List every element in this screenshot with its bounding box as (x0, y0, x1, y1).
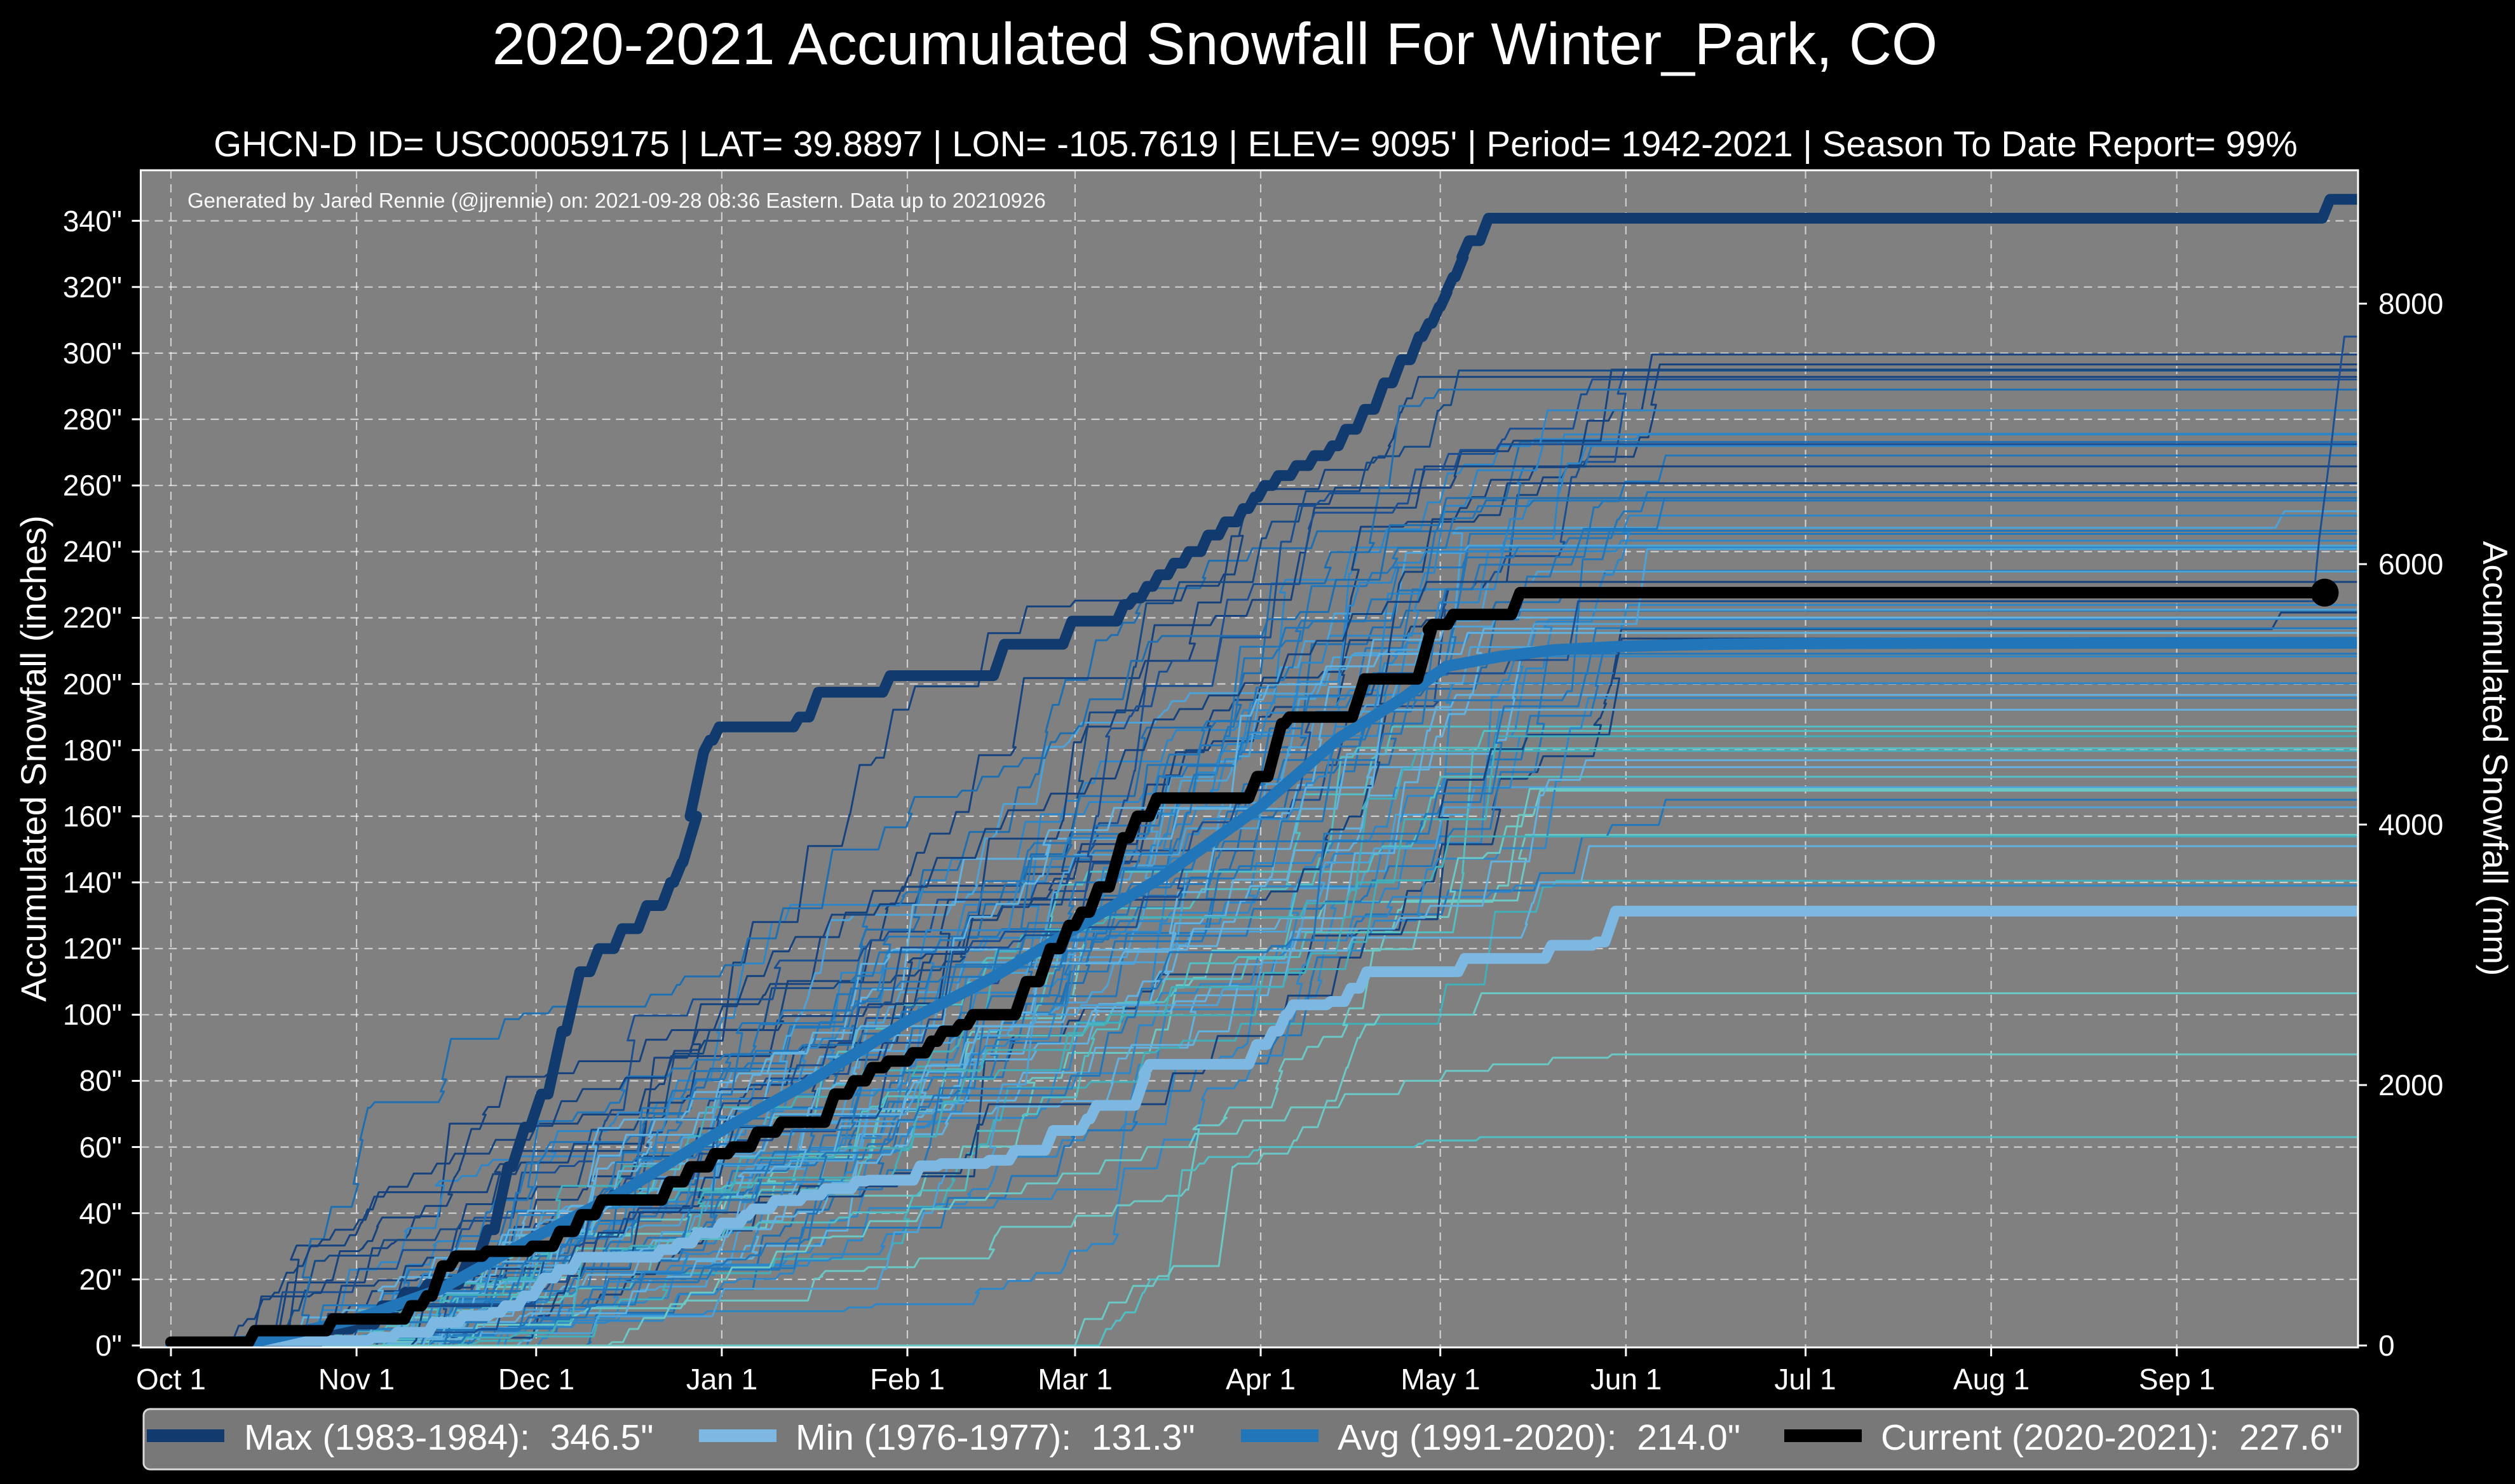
svg-text:Dec 1: Dec 1 (498, 1363, 574, 1396)
svg-text:180": 180" (63, 734, 122, 767)
svg-text:Aug 1: Aug 1 (1953, 1363, 2030, 1396)
svg-text:8000: 8000 (2378, 287, 2443, 320)
svg-text:Min (1976-1977): 131.3": Min (1976-1977): 131.3" (796, 1417, 1195, 1458)
svg-text:Avg (1991-2020): 214.0": Avg (1991-2020): 214.0" (1338, 1417, 1740, 1458)
svg-text:Jul 1: Jul 1 (1774, 1363, 1836, 1396)
svg-text:Mar 1: Mar 1 (1038, 1363, 1113, 1396)
svg-text:Nov 1: Nov 1 (318, 1363, 395, 1396)
svg-text:Apr 1: Apr 1 (1226, 1363, 1296, 1396)
svg-text:220": 220" (63, 601, 122, 634)
svg-text:6000: 6000 (2378, 548, 2443, 581)
svg-text:40": 40" (79, 1197, 123, 1230)
svg-text:260": 260" (63, 469, 122, 502)
svg-text:Accumulated Snowfall (inches): Accumulated Snowfall (inches) (13, 515, 53, 1002)
svg-text:GHCN-D ID= USC00059175 | LAT=: GHCN-D ID= USC00059175 | LAT= 39.8897 | … (214, 124, 2298, 164)
svg-text:Generated by Jared Rennie (@jj: Generated by Jared Rennie (@jjrennie) on… (187, 189, 1046, 212)
svg-text:300": 300" (63, 337, 122, 370)
svg-text:160": 160" (63, 800, 122, 833)
svg-text:Current (2020-2021): 227.6": Current (2020-2021): 227.6" (1881, 1417, 2343, 1458)
svg-text:100": 100" (63, 998, 122, 1031)
svg-text:200": 200" (63, 668, 122, 701)
svg-text:320": 320" (63, 271, 122, 304)
svg-text:20": 20" (79, 1263, 123, 1296)
svg-text:Accumulated Snowfall (mm): Accumulated Snowfall (mm) (2476, 541, 2515, 976)
svg-text:340": 340" (63, 205, 122, 238)
svg-text:2020-2021 Accumulated Snowfall: 2020-2021 Accumulated Snowfall For Winte… (492, 11, 1937, 77)
svg-text:140": 140" (63, 866, 122, 899)
svg-text:Jan 1: Jan 1 (686, 1363, 758, 1396)
svg-text:240": 240" (63, 535, 122, 568)
svg-text:2000: 2000 (2378, 1069, 2443, 1102)
svg-text:120": 120" (63, 932, 122, 965)
svg-text:4000: 4000 (2378, 808, 2443, 841)
svg-text:0: 0 (2378, 1329, 2395, 1362)
svg-text:Max (1983-1984): 346.5": Max (1983-1984): 346.5" (244, 1417, 653, 1458)
svg-text:Feb 1: Feb 1 (870, 1363, 945, 1396)
svg-text:Jun 1: Jun 1 (1590, 1363, 1662, 1396)
svg-text:Sep 1: Sep 1 (2139, 1363, 2215, 1396)
svg-text:60": 60" (79, 1131, 123, 1164)
svg-text:May 1: May 1 (1400, 1363, 1480, 1396)
svg-text:Oct 1: Oct 1 (136, 1363, 206, 1396)
svg-text:80": 80" (79, 1064, 123, 1097)
svg-text:0": 0" (95, 1329, 122, 1362)
svg-text:280": 280" (63, 403, 122, 436)
